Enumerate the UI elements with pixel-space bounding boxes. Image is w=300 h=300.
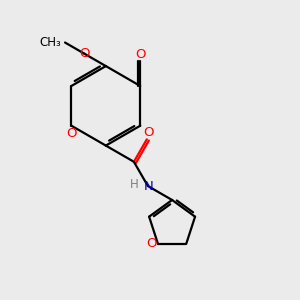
Text: O: O [143,126,154,140]
Text: O: O [79,47,89,60]
Text: CH₃: CH₃ [40,36,62,49]
Text: N: N [143,179,153,193]
Text: O: O [66,128,77,140]
Text: H: H [130,178,139,191]
Text: O: O [135,48,146,61]
Text: O: O [146,237,157,250]
